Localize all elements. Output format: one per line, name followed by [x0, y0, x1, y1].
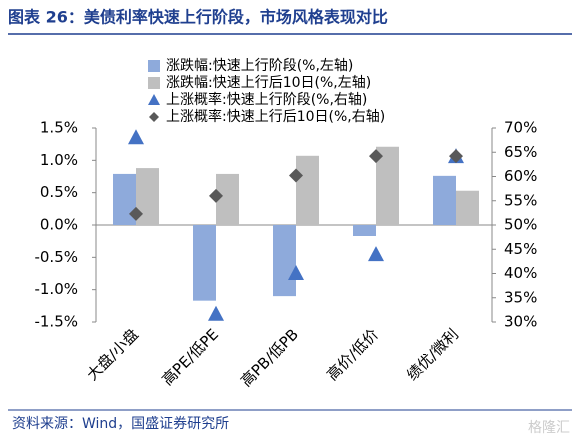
- bar: [376, 146, 399, 225]
- y-tick-label: -1.5%: [34, 313, 78, 331]
- y-tick-label: 1.5%: [40, 119, 78, 137]
- triangle-marker: [208, 305, 224, 321]
- y-tick-label: 1.0%: [40, 151, 78, 169]
- x-tick-label: 大盘/小盘: [83, 325, 142, 384]
- y2-tick-label: 65%: [504, 143, 537, 161]
- triangle-marker: [288, 265, 304, 281]
- bar: [433, 175, 456, 225]
- y2-tick-label: 50%: [504, 216, 537, 234]
- diamond-marker: [369, 149, 383, 164]
- y-tick-label: 0.5%: [40, 183, 78, 201]
- bar: [296, 155, 319, 225]
- legend-label: 涨跌幅:快速上行后10日(%,左轴): [166, 75, 371, 91]
- diamond-marker: [129, 206, 143, 221]
- bar: [353, 225, 376, 236]
- bar: [136, 168, 159, 225]
- legend-swatch: [148, 77, 160, 89]
- source: 资料来源：Wind，国盛证券研究所: [12, 416, 229, 432]
- y-tick-label: -0.5%: [34, 248, 78, 266]
- y2-tick-label: 70%: [504, 119, 537, 137]
- legend-label: 上涨概率:快速上行后10日(%,右轴): [166, 108, 385, 125]
- y2-tick-label: 30%: [504, 313, 537, 331]
- y2-tick-label: 55%: [504, 191, 537, 209]
- legend-label: 上涨概率:快速上行阶段(%,右轴): [166, 91, 367, 108]
- y2-tick-label: 45%: [504, 240, 537, 258]
- y2-tick-label: 35%: [504, 288, 537, 306]
- bar: [193, 225, 216, 301]
- triangle-marker: [368, 246, 384, 262]
- x-tick-label: 高PE/低PE: [158, 325, 222, 389]
- diamond-marker: [449, 149, 463, 164]
- legend-swatch: [148, 94, 160, 105]
- x-tick-label: 高PB/低PB: [237, 325, 302, 390]
- y-tick-label: -1.0%: [34, 280, 78, 298]
- legend-swatch: [149, 112, 159, 122]
- legend-label: 涨跌幅:快速上行阶段(%,左轴): [166, 58, 353, 74]
- bar: [273, 225, 296, 297]
- bar: [456, 190, 479, 225]
- y2-tick-label: 40%: [504, 264, 537, 282]
- x-tick-label: 高价/低价: [323, 325, 382, 384]
- legend-swatch: [148, 60, 160, 72]
- y-tick-label: 0.0%: [40, 216, 78, 234]
- watermark: 格隆汇: [528, 420, 570, 436]
- diamond-marker: [209, 188, 223, 203]
- y2-tick-label: 60%: [504, 167, 537, 185]
- x-tick-label: 绩优/微利: [403, 325, 462, 384]
- diamond-marker: [289, 168, 303, 183]
- bar: [113, 173, 136, 225]
- chart-title: 图表 26：美债利率快速上行阶段，市场风格表现对比: [8, 8, 388, 27]
- bar: [216, 173, 239, 225]
- triangle-marker: [128, 129, 144, 145]
